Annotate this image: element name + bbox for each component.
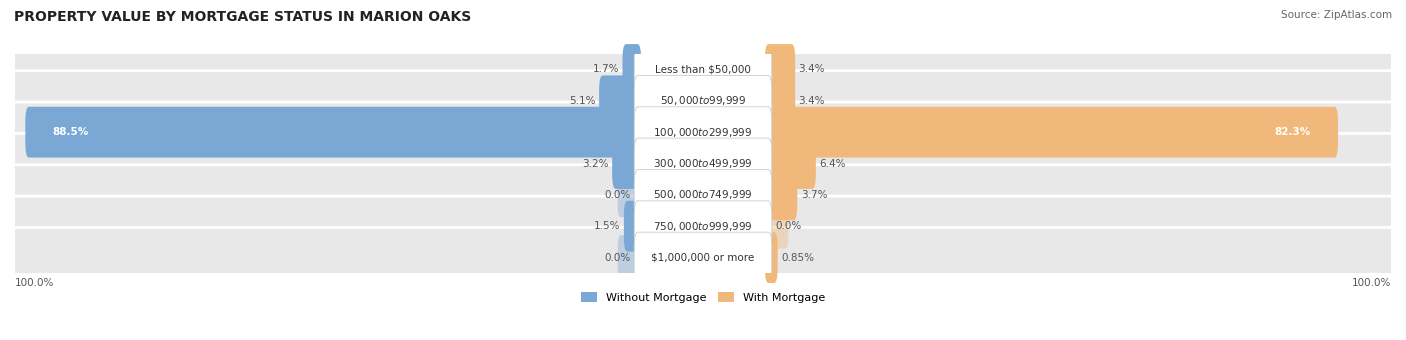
FancyBboxPatch shape (765, 232, 778, 283)
Text: 5.1%: 5.1% (569, 96, 596, 106)
FancyBboxPatch shape (11, 165, 1395, 225)
FancyBboxPatch shape (11, 71, 1395, 131)
FancyBboxPatch shape (634, 138, 772, 189)
FancyBboxPatch shape (617, 235, 640, 280)
Text: 88.5%: 88.5% (53, 127, 89, 137)
Text: $1,000,000 or more: $1,000,000 or more (651, 253, 755, 262)
Text: PROPERTY VALUE BY MORTGAGE STATUS IN MARION OAKS: PROPERTY VALUE BY MORTGAGE STATUS IN MAR… (14, 10, 471, 24)
Text: 100.0%: 100.0% (15, 278, 55, 288)
FancyBboxPatch shape (11, 102, 1395, 162)
Text: 3.7%: 3.7% (800, 190, 827, 200)
Text: $100,000 to $299,999: $100,000 to $299,999 (654, 126, 752, 139)
Text: $50,000 to $99,999: $50,000 to $99,999 (659, 94, 747, 107)
FancyBboxPatch shape (11, 39, 1395, 100)
FancyBboxPatch shape (634, 232, 772, 283)
FancyBboxPatch shape (25, 107, 641, 157)
Text: 82.3%: 82.3% (1274, 127, 1310, 137)
Text: 0.85%: 0.85% (782, 253, 814, 262)
FancyBboxPatch shape (11, 227, 1395, 288)
Text: 6.4%: 6.4% (820, 158, 846, 169)
FancyBboxPatch shape (634, 201, 772, 252)
Text: 0.0%: 0.0% (605, 253, 631, 262)
Text: $750,000 to $999,999: $750,000 to $999,999 (654, 220, 752, 233)
Text: 0.0%: 0.0% (775, 221, 801, 231)
Text: 0.0%: 0.0% (605, 190, 631, 200)
Text: Source: ZipAtlas.com: Source: ZipAtlas.com (1281, 10, 1392, 20)
Text: Less than $50,000: Less than $50,000 (655, 65, 751, 74)
Text: 1.7%: 1.7% (592, 65, 619, 74)
Text: $300,000 to $499,999: $300,000 to $499,999 (654, 157, 752, 170)
FancyBboxPatch shape (766, 204, 789, 249)
Text: 1.5%: 1.5% (593, 221, 620, 231)
FancyBboxPatch shape (765, 138, 815, 189)
FancyBboxPatch shape (624, 201, 641, 252)
FancyBboxPatch shape (634, 107, 772, 157)
FancyBboxPatch shape (599, 75, 641, 126)
FancyBboxPatch shape (634, 75, 772, 126)
Legend: Without Mortgage, With Mortgage: Without Mortgage, With Mortgage (576, 288, 830, 307)
Text: 3.2%: 3.2% (582, 158, 609, 169)
FancyBboxPatch shape (617, 173, 640, 217)
FancyBboxPatch shape (765, 44, 796, 95)
FancyBboxPatch shape (634, 44, 772, 95)
Text: $500,000 to $749,999: $500,000 to $749,999 (654, 188, 752, 201)
FancyBboxPatch shape (765, 107, 1339, 157)
FancyBboxPatch shape (765, 75, 796, 126)
Text: 100.0%: 100.0% (1351, 278, 1391, 288)
FancyBboxPatch shape (612, 138, 641, 189)
FancyBboxPatch shape (623, 44, 641, 95)
FancyBboxPatch shape (765, 169, 797, 220)
FancyBboxPatch shape (11, 133, 1395, 193)
FancyBboxPatch shape (634, 169, 772, 220)
Text: 3.4%: 3.4% (799, 96, 825, 106)
FancyBboxPatch shape (11, 196, 1395, 256)
Text: 3.4%: 3.4% (799, 65, 825, 74)
